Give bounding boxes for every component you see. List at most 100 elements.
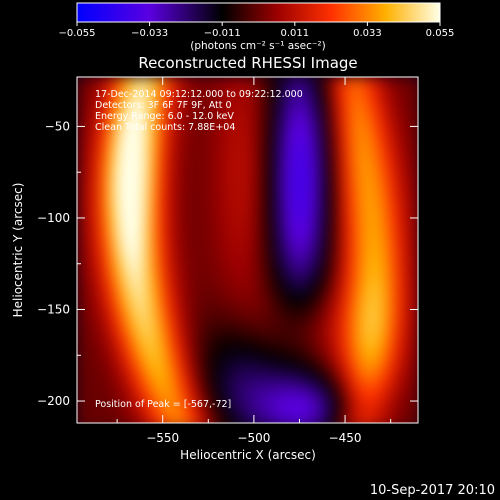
heatmap-cell [252, 84, 261, 93]
heatmap-cell [412, 98, 418, 108]
heatmap-cell [230, 274, 239, 283]
heatmap-cell [237, 311, 246, 320]
heatmap-cell [77, 106, 86, 115]
heatmap-cell [252, 391, 261, 400]
heatmap-cell [281, 377, 290, 386]
heatmap-cell [179, 194, 188, 203]
heatmap-cell [149, 135, 159, 144]
heatmap-cell [237, 172, 246, 181]
heatmap-cell [252, 421, 261, 423]
heatmap-cell [164, 179, 173, 188]
heatmap-cell [77, 150, 86, 159]
heatmap-cell [383, 362, 392, 371]
heatmap-cell [171, 179, 180, 188]
heatmap-cell [120, 252, 129, 261]
heatmap-cell [91, 245, 100, 254]
heatmap-cell [303, 333, 312, 342]
heatmap-cell [339, 135, 348, 144]
heatmap-cell [128, 208, 137, 217]
heatmap-cell [397, 223, 407, 232]
heatmap-cell [273, 384, 283, 393]
heatmap-cell [354, 142, 363, 152]
heatmap-cell [157, 77, 166, 86]
heatmap-cell [149, 230, 159, 239]
heatmap-cell [222, 399, 231, 408]
heatmap-cell [91, 377, 100, 386]
heatmap-cell [405, 98, 414, 108]
heatmap-cell [208, 311, 217, 320]
heatmap-cell [222, 296, 231, 305]
heatmap-cell [215, 157, 224, 166]
heatmap-cell [259, 223, 268, 232]
heatmap-cell [222, 113, 231, 122]
heatmap-cell [208, 157, 217, 166]
heatmap-cell [128, 399, 137, 408]
heatmap-cell [208, 194, 217, 203]
heatmap-cell [405, 347, 414, 357]
heatmap-cell [346, 194, 355, 203]
heatmap-cell [215, 172, 224, 181]
heatmap-cell [237, 120, 246, 130]
heatmap-cell [171, 216, 180, 225]
heatmap-cell [142, 340, 151, 349]
heatmap-cell [222, 260, 231, 269]
heatmap-cell [412, 296, 418, 305]
heatmap-cell [281, 142, 290, 152]
heatmap-cell [390, 106, 399, 115]
heatmap-cell [201, 333, 210, 342]
heatmap-cell [135, 399, 144, 408]
heatmap-cell [230, 260, 239, 269]
heatmap-cell [332, 369, 341, 379]
heatmap-cell [295, 318, 304, 327]
heatmap-cell [215, 311, 224, 320]
heatmap-cell [128, 296, 137, 305]
heatmap-cell [325, 194, 334, 203]
heatmap-cell [84, 289, 93, 298]
heatmap-cell [186, 340, 195, 349]
heatmap-cell [390, 252, 399, 261]
heatmap-cell [149, 208, 159, 217]
heatmap-cell [361, 142, 370, 152]
heatmap-cell [128, 391, 137, 400]
heatmap-cell [288, 106, 297, 115]
heatmap-cell [135, 223, 144, 232]
heatmap-cell [346, 362, 355, 371]
heatmap-cell [128, 260, 137, 269]
heatmap-cell [325, 391, 334, 400]
heatmap-cell [368, 282, 377, 291]
heatmap-cell [157, 421, 166, 423]
heatmap-cell [303, 216, 312, 225]
heatmap-cell [193, 98, 202, 108]
heatmap-cell [186, 311, 195, 320]
heatmap-cell [295, 98, 304, 108]
heatmap-cell [259, 150, 268, 159]
heatmap-cell [346, 282, 355, 291]
heatmap-cell [77, 238, 86, 247]
heatmap-cell [383, 238, 392, 247]
heatmap-cell [259, 355, 268, 364]
heatmap-cell [128, 77, 137, 86]
heatmap-cell [339, 406, 348, 415]
heatmap-cell [230, 142, 239, 152]
heatmap-cell [230, 391, 239, 400]
heatmap-cell [273, 194, 283, 203]
heatmap-cell [208, 230, 217, 239]
heatmap-cell [266, 84, 275, 93]
heatmap-cell [412, 230, 418, 239]
heatmap-cell [244, 230, 253, 239]
heatmap-cell [230, 333, 239, 342]
heatmap-cell [179, 135, 188, 144]
heatmap-cell [339, 245, 348, 254]
heatmap-cell [317, 304, 326, 313]
heatmap-cell [186, 157, 195, 166]
heatmap-cell [91, 282, 100, 291]
heatmap-cell [266, 150, 275, 159]
heatmap-cell [222, 391, 231, 400]
heatmap-cell [397, 304, 407, 313]
heatmap-cell [201, 252, 210, 261]
heatmap-cell [186, 113, 195, 122]
heatmap-cell [135, 421, 144, 423]
heatmap-cell [179, 333, 188, 342]
heatmap-cell [237, 179, 246, 188]
heatmap-cell [179, 347, 188, 357]
